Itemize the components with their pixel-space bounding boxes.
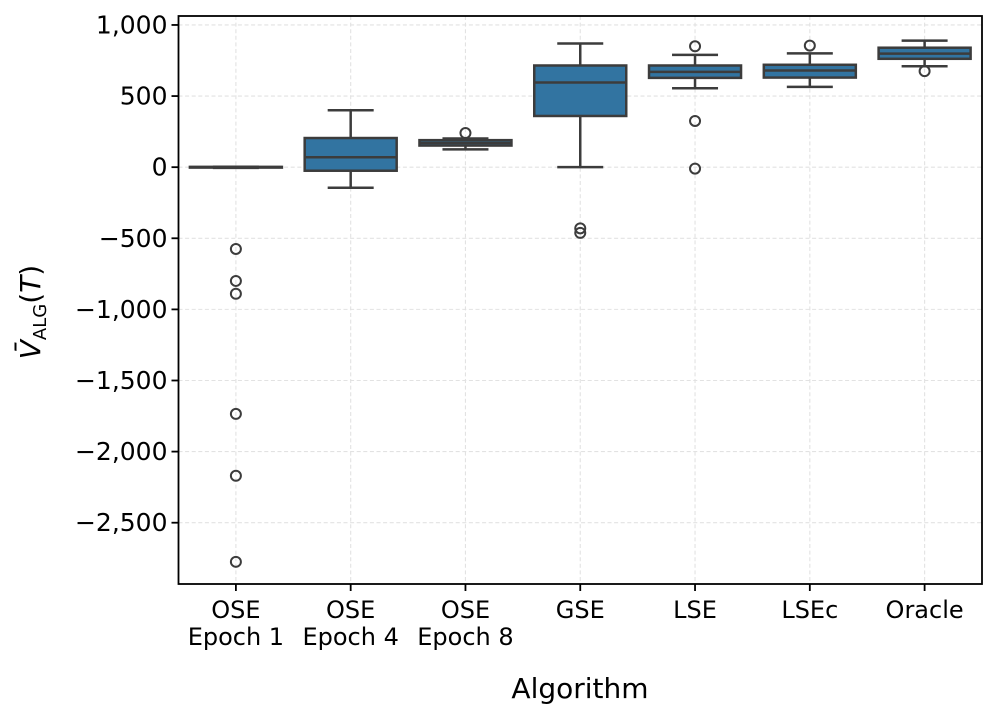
axes: 1,000 500 0 −500 −1,000 −1,500 −2,000 −2,500 OSE…: [75, 10, 983, 651]
y-tick-label: 500: [120, 82, 168, 111]
box-oracle: [877, 39, 972, 78]
gridlines: [178, 16, 982, 584]
box-gse: [533, 42, 628, 239]
outlier-point: [689, 114, 702, 127]
y-tick-label: 1,000: [96, 10, 168, 39]
iqr-box: [533, 64, 628, 118]
outlier-point: [229, 407, 242, 420]
iqr-box: [303, 136, 398, 172]
x-tick-label: Oracle: [886, 596, 964, 624]
y-axis-title-text: V̄ALG(T): [13, 265, 51, 359]
y-tick-label: −2,000: [75, 437, 168, 466]
box-lse: [647, 40, 743, 175]
box-ose-epoch-4: [303, 109, 398, 190]
boxes: [188, 39, 972, 568]
y-tick-label: −2,500: [75, 508, 168, 537]
x-tick-label: GSE: [556, 596, 605, 624]
y-tick-label: 0: [152, 153, 168, 182]
outlier-point: [229, 242, 242, 255]
box-ose-epoch-1: [188, 165, 284, 568]
outlier-point: [229, 469, 242, 482]
outlier-point: [459, 127, 472, 140]
outlier-point: [229, 555, 242, 568]
y-tick-label: −500: [99, 224, 168, 253]
x-tick-label: OSE Epoch 4: [302, 596, 398, 651]
x-tick-label: OSE Epoch 1: [188, 596, 284, 651]
outlier-point: [229, 274, 242, 287]
outlier-point: [574, 222, 587, 235]
outlier-point: [689, 162, 702, 175]
box-ose-epoch-8: [418, 127, 513, 151]
outlier-point: [574, 226, 587, 239]
outlier-point: [689, 40, 702, 53]
x-tick-label: OSE Epoch 8: [417, 596, 513, 651]
y-axis-title: V̄ALG(T): [13, 265, 51, 359]
x-axis-title: Algorithm: [511, 672, 648, 705]
y-tick-label: −1,500: [75, 366, 168, 395]
box-lsec: [762, 39, 858, 89]
x-tick-label: LSE: [673, 596, 717, 624]
x-tick-label: LSEc: [781, 596, 838, 624]
outlier-point: [229, 287, 242, 300]
outlier-point: [803, 39, 816, 52]
y-tick-label: −1,000: [75, 295, 168, 324]
outlier-point: [918, 65, 931, 78]
